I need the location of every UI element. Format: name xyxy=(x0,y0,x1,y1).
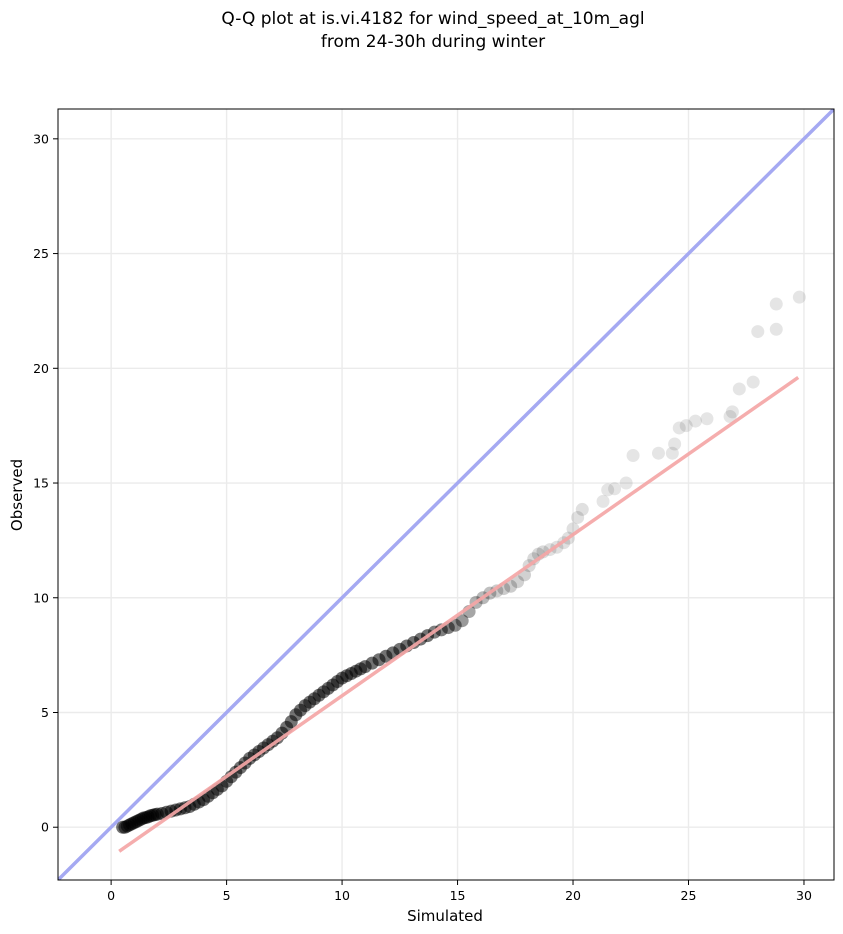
y-axis-label: Observed xyxy=(8,459,26,531)
data-point xyxy=(504,579,518,593)
data-point xyxy=(679,419,693,433)
data-point xyxy=(751,325,765,339)
data-point xyxy=(672,421,686,435)
data-point xyxy=(665,446,679,460)
data-point xyxy=(596,494,610,508)
data-point xyxy=(746,375,760,389)
identity-line xyxy=(58,109,834,880)
data-point xyxy=(651,446,665,460)
data-point xyxy=(769,322,783,336)
y-tick-label-2: 10 xyxy=(33,590,49,605)
data-point xyxy=(455,614,469,628)
y-tick-label-4: 20 xyxy=(33,361,49,376)
x-tick-label-0: 0 xyxy=(107,888,115,903)
x-tick-label-5: 25 xyxy=(681,888,697,903)
chart-title-line-1: Q-Q plot at is.vi.4182 for wind_speed_at… xyxy=(221,9,644,29)
data-point xyxy=(601,483,615,497)
data-point xyxy=(700,412,714,426)
x-tick-label-1: 5 xyxy=(223,888,231,903)
plot-area xyxy=(58,109,834,880)
data-point xyxy=(732,382,746,396)
y-tick-label-3: 15 xyxy=(33,476,49,491)
data-point xyxy=(608,482,622,496)
data-point xyxy=(688,414,702,428)
chart-title-line-2: from 24-30h during winter xyxy=(321,32,545,52)
axes-frame xyxy=(57,108,835,881)
grid xyxy=(58,109,834,880)
plot-frame xyxy=(57,108,835,881)
data-point xyxy=(575,502,589,516)
y-tick-label-0: 0 xyxy=(41,820,49,835)
y-tick-label-6: 30 xyxy=(33,131,49,146)
x-axis-ticks: 0 5 10 15 20 25 30 xyxy=(107,880,812,903)
data-point xyxy=(725,405,739,419)
data-point xyxy=(571,510,585,524)
x-tick-label-4: 20 xyxy=(565,888,581,903)
data-point xyxy=(769,297,783,311)
x-axis-label: Simulated xyxy=(407,907,483,925)
data-point xyxy=(527,552,541,566)
y-axis-ticks: 0 5 10 15 20 25 30 xyxy=(33,131,58,835)
x-tick-label-2: 10 xyxy=(334,888,350,903)
fit-line xyxy=(118,376,800,853)
data-point xyxy=(626,448,640,462)
x-tick-label-3: 15 xyxy=(450,888,466,903)
chart-title: Q-Q plot at is.vi.4182 for wind_speed_at… xyxy=(221,9,644,52)
x-tick-label-6: 30 xyxy=(796,888,812,903)
data-point xyxy=(619,476,633,490)
data-point xyxy=(723,409,737,423)
data-point xyxy=(668,437,682,451)
y-tick-label-1: 5 xyxy=(41,705,49,720)
data-point xyxy=(448,618,462,632)
data-point xyxy=(511,575,525,589)
data-point xyxy=(792,290,806,304)
y-tick-label-5: 25 xyxy=(33,246,49,261)
